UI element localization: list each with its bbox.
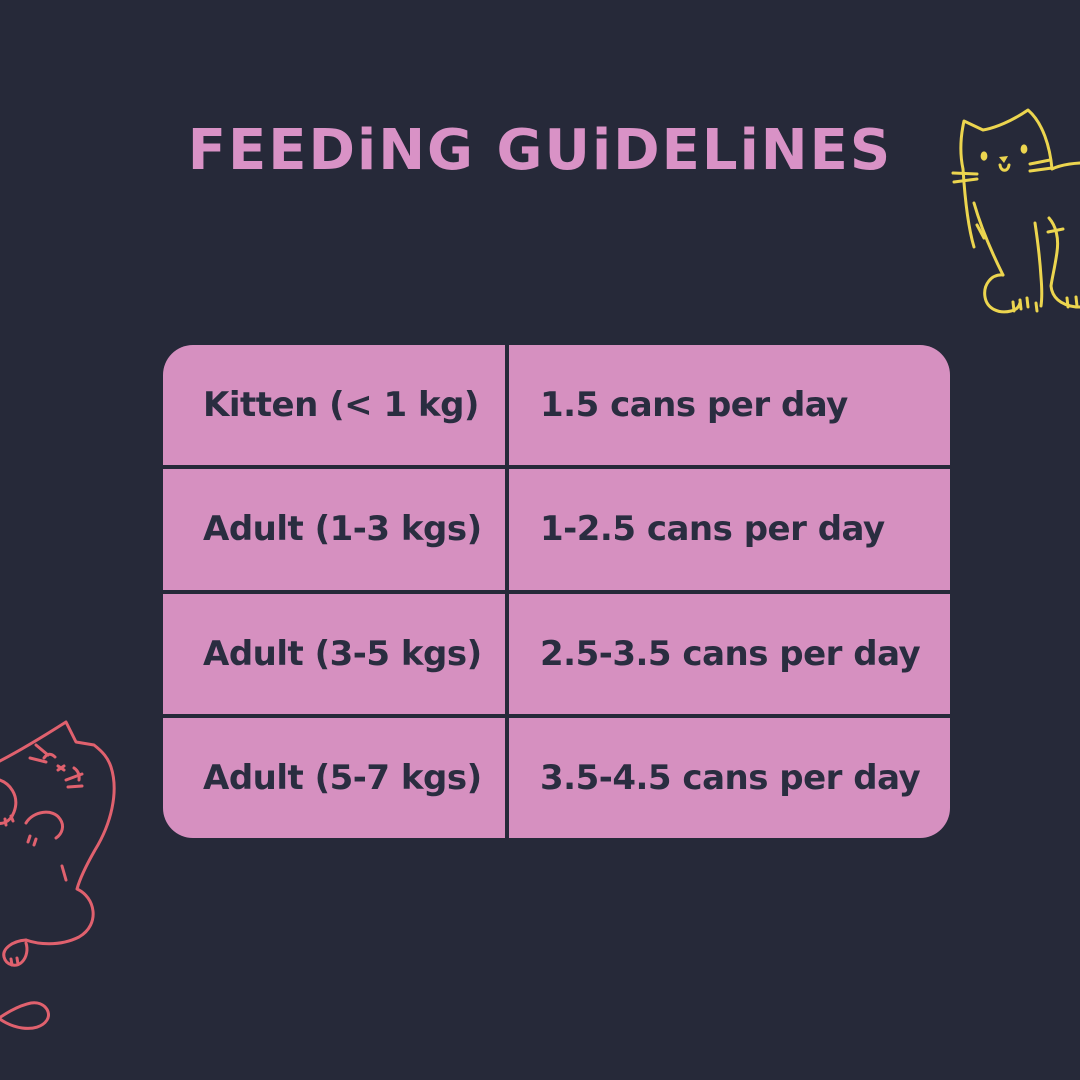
- table-row-value: 1-2.5 cans per day: [509, 469, 950, 590]
- table-row-label: Adult (3-5 kgs): [163, 593, 505, 714]
- sitting-cat-icon: [951, 108, 1080, 314]
- table-row-value: 1.5 cans per day: [509, 345, 950, 466]
- table-row-value: 3.5-4.5 cans per day: [509, 717, 950, 838]
- page-title: FEEDiNG GUiDELiNES: [187, 118, 893, 183]
- feeding-guidelines-table: Kitten (< 1 kg) 1.5 cans per day Adult (…: [163, 345, 950, 838]
- table-row-label: Kitten (< 1 kg): [163, 345, 505, 466]
- table-row-label: Adult (1-3 kgs): [163, 469, 505, 590]
- table-row-value: 2.5-3.5 cans per day: [509, 593, 950, 714]
- table-row-label: Adult (5-7 kgs): [163, 717, 505, 838]
- lying-cat-icon: [0, 720, 116, 1030]
